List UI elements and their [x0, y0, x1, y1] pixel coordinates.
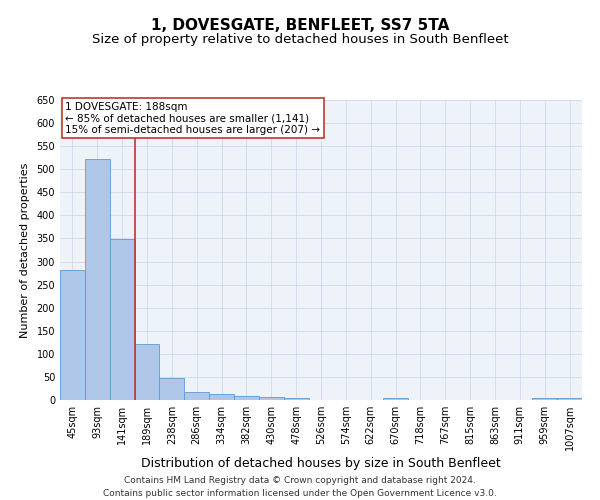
Bar — [184, 392, 209, 400]
Text: Contains HM Land Registry data © Crown copyright and database right 2024.
Contai: Contains HM Land Registry data © Crown c… — [103, 476, 497, 498]
Bar — [209, 394, 234, 400]
Bar — [134, 344, 160, 400]
Bar — [60, 270, 85, 400]
Bar — [234, 396, 259, 400]
X-axis label: Distribution of detached houses by size in South Benfleet: Distribution of detached houses by size … — [141, 457, 501, 470]
Text: 1 DOVESGATE: 188sqm
← 85% of detached houses are smaller (1,141)
15% of semi-det: 1 DOVESGATE: 188sqm ← 85% of detached ho… — [65, 102, 320, 134]
Bar — [85, 159, 110, 400]
Bar — [259, 397, 284, 400]
Y-axis label: Number of detached properties: Number of detached properties — [20, 162, 29, 338]
Text: 1, DOVESGATE, BENFLEET, SS7 5TA: 1, DOVESGATE, BENFLEET, SS7 5TA — [151, 18, 449, 32]
Bar — [383, 398, 408, 400]
Bar — [284, 398, 308, 400]
Bar — [532, 398, 557, 400]
Bar — [160, 378, 184, 400]
Text: Size of property relative to detached houses in South Benfleet: Size of property relative to detached ho… — [92, 32, 508, 46]
Bar — [110, 240, 134, 400]
Bar — [557, 398, 582, 400]
